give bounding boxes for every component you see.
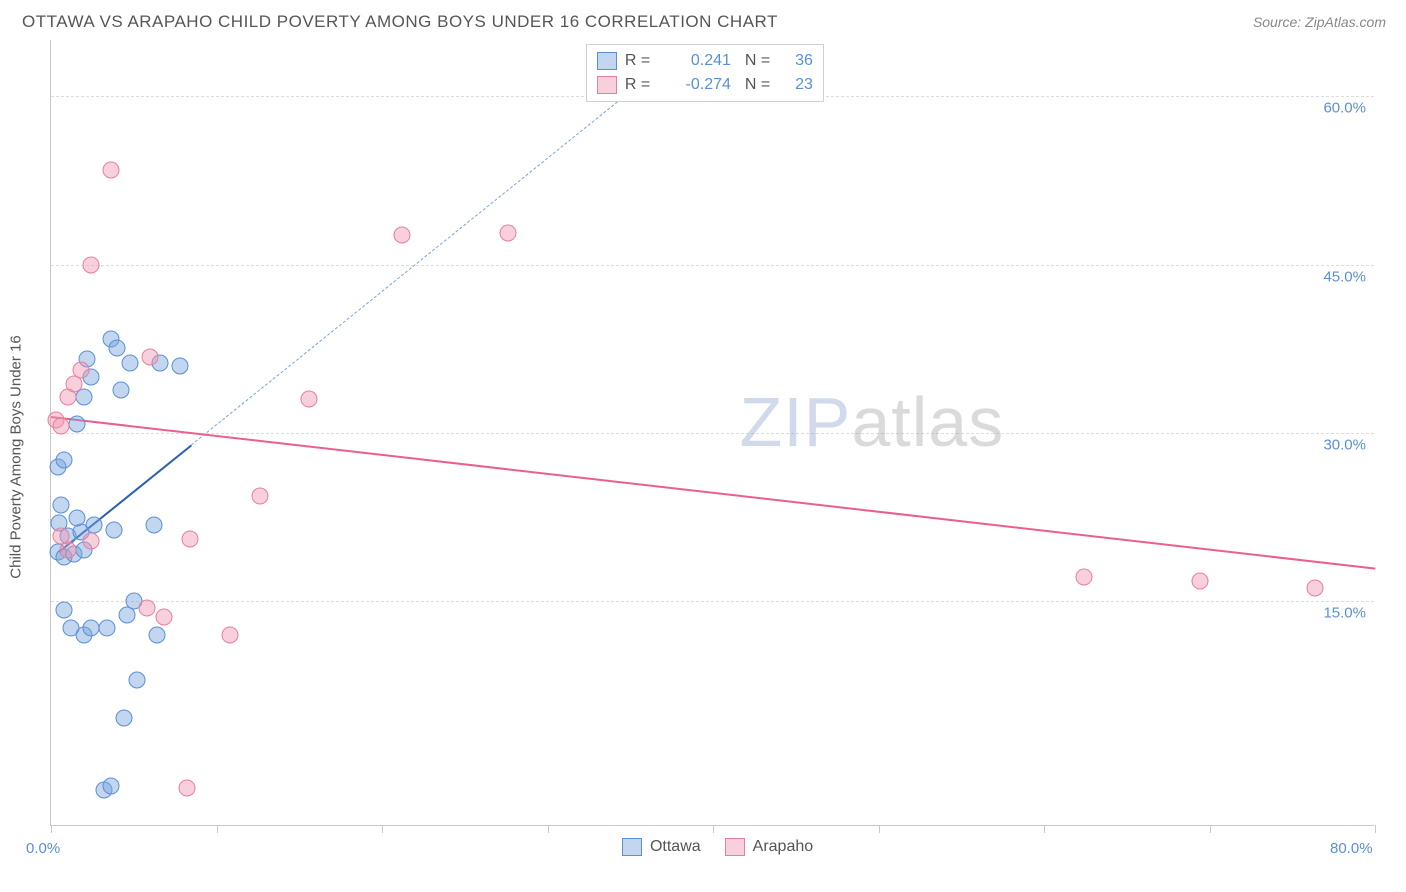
data-point [69,510,86,527]
legend-r-value: 0.241 [663,52,731,70]
x-tick [1210,825,1211,833]
plot-area: 15.0% 30.0% 45.0% 60.0% ZIPatlas R = 0.241 N = 3… [50,40,1374,826]
gridline [51,433,1374,434]
data-point [148,627,165,644]
x-tick [879,825,880,833]
data-point [122,355,139,372]
data-point [56,602,73,619]
data-point [105,521,122,538]
data-point [82,256,99,273]
x-tick [548,825,549,833]
data-point [99,620,116,637]
y-axis-label: Child Poverty Among Boys Under 16 [8,335,25,578]
data-point [1191,573,1208,590]
data-point [393,227,410,244]
legend-series-name: Ottawa [650,838,701,856]
data-point [155,609,172,626]
data-point [221,627,238,644]
x-tick [713,825,714,833]
data-point [142,348,159,365]
chart-title: OTTAWA VS ARAPAHO CHILD POVERTY AMONG BO… [22,12,778,32]
legend-swatch [622,838,642,856]
y-tick-label: 45.0% [1323,268,1366,285]
correlation-legend: R = 0.241 N = 36 R = -0.274 N = 23 [586,44,824,102]
data-point [301,391,318,408]
gridline [51,265,1374,266]
x-tick [1044,825,1045,833]
data-point [69,416,86,433]
data-point [109,339,126,356]
y-tick-label: 60.0% [1323,100,1366,117]
data-point [102,777,119,794]
legend-r-label: R = [625,52,655,70]
legend-row: R = 0.241 N = 36 [597,49,813,73]
legend-n-label: N = [745,52,775,70]
y-tick-label: 15.0% [1323,605,1366,622]
data-point [138,600,155,617]
x-max-label: 80.0% [1330,840,1373,857]
data-point [172,357,189,374]
data-point [82,532,99,549]
series-legend: Ottawa Arapaho [622,838,813,856]
data-point [82,620,99,637]
legend-n-value: 23 [783,76,813,94]
x-tick [217,825,218,833]
watermark: ZIPatlas [739,382,1004,462]
data-point [115,710,132,727]
legend-series-name: Arapaho [753,838,814,856]
data-point [129,672,146,689]
legend-row: R = -0.274 N = 23 [597,73,813,97]
x-tick [51,825,52,833]
trend-line [51,416,1375,570]
gridline [51,601,1374,602]
data-point [56,451,73,468]
data-point [86,517,103,534]
legend-n-value: 36 [783,52,813,70]
chart-container: Child Poverty Among Boys Under 16 15.0%3… [22,40,1386,874]
data-point [145,517,162,534]
source-label: Source: ZipAtlas.com [1253,14,1386,30]
legend-r-value: -0.274 [663,76,731,94]
legend-swatch [725,838,745,856]
data-point [52,496,69,513]
legend-item: Ottawa [622,838,701,856]
data-point [1307,579,1324,596]
legend-item: Arapaho [725,838,814,856]
legend-n-label: N = [745,76,775,94]
data-point [182,530,199,547]
data-point [112,382,129,399]
y-tick-label: 30.0% [1323,437,1366,454]
data-point [52,418,69,435]
data-point [72,362,89,379]
legend-swatch [597,76,617,94]
data-point [102,162,119,179]
data-point [76,389,93,406]
data-point [178,779,195,796]
legend-r-label: R = [625,76,655,94]
legend-swatch [597,52,617,70]
x-min-label: 0.0% [26,840,60,857]
data-point [499,225,516,242]
x-tick [1375,825,1376,833]
data-point [251,487,268,504]
x-tick [382,825,383,833]
data-point [1075,568,1092,585]
data-point [59,541,76,558]
